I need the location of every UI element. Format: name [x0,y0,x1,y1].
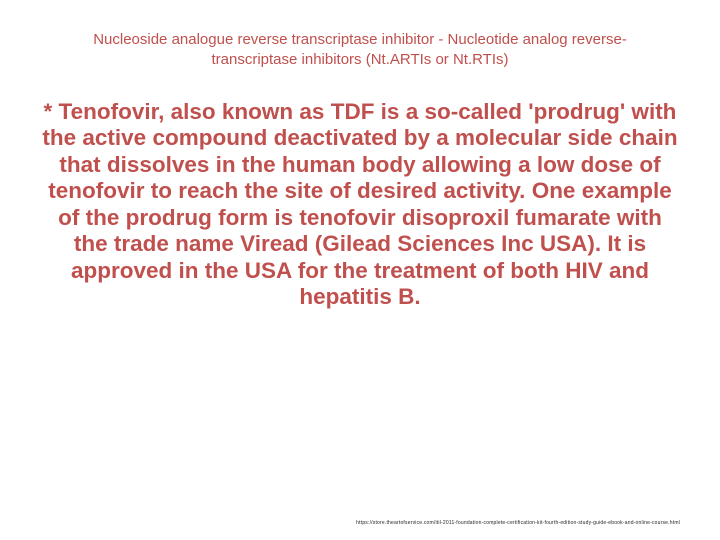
slide-body: * Tenofovir, also known as TDF is a so-c… [40,99,680,311]
slide-footer-url: https://store.theartofservice.com/itil-2… [356,520,680,526]
slide-container: Nucleoside analogue reverse transcriptas… [0,0,720,540]
slide-title: Nucleoside analogue reverse transcriptas… [40,30,680,71]
